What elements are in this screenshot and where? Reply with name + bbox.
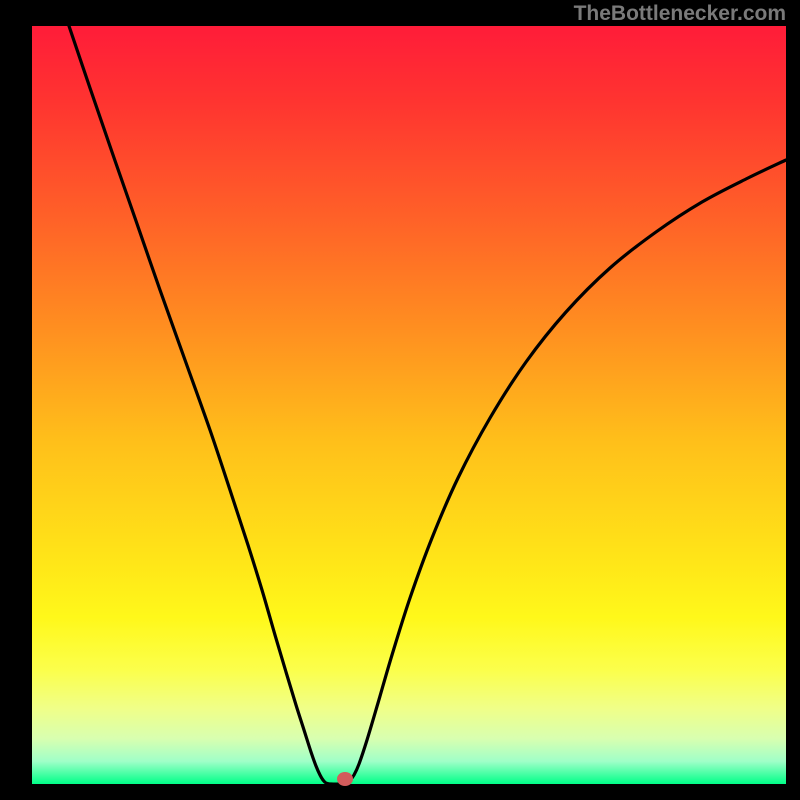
watermark-label: TheBottlenecker.com [574, 2, 786, 26]
bottleneck-curve [69, 26, 786, 784]
curve-layer [0, 0, 800, 800]
chart-container: TheBottlenecker.com [0, 0, 800, 800]
optimal-marker [337, 772, 353, 786]
